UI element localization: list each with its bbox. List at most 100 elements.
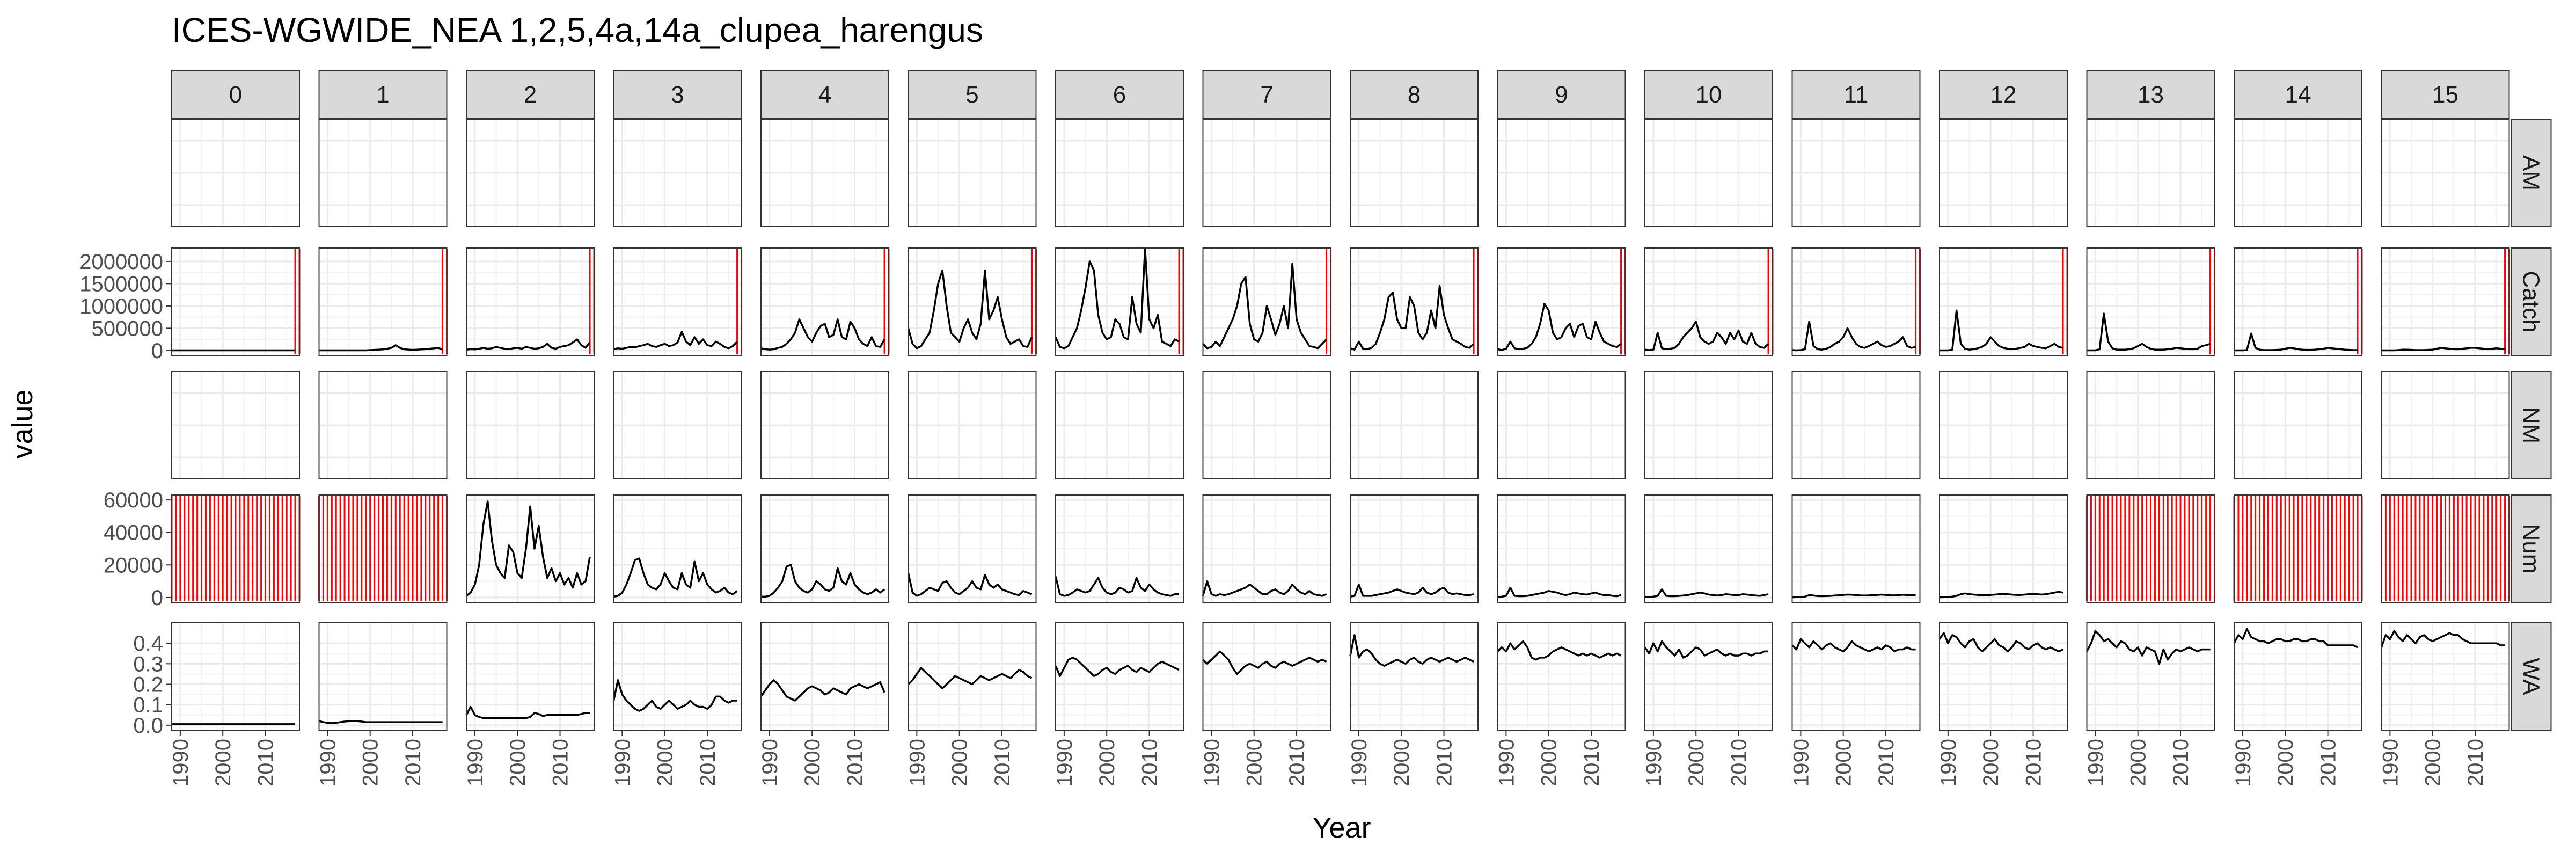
panel-WA-13	[2085, 622, 2215, 731]
panel-AM-9	[1497, 119, 1626, 227]
panel-bg	[319, 248, 447, 355]
panel-bg	[2087, 623, 2215, 730]
x-tick-label-8-2: 2010	[1433, 739, 1457, 787]
panel-bg	[1940, 623, 2067, 730]
panel-WA-0	[171, 622, 300, 731]
panel-bg	[908, 623, 1036, 730]
panel-border	[171, 119, 300, 227]
facet-strip-label-3: 3	[671, 82, 684, 108]
panel-border	[2234, 119, 2362, 227]
panel-border	[1202, 494, 1331, 603]
panel-border	[1202, 119, 1331, 227]
x-tick-label-4-0: 1990	[758, 739, 782, 787]
panel-Num-10	[1644, 494, 1773, 603]
panel-WA-15	[2380, 622, 2510, 731]
panel-Catch-15	[2381, 247, 2510, 356]
panel-NM-10	[1644, 371, 1773, 479]
panel-border	[613, 119, 742, 227]
x-tick-label-14-2: 2010	[2317, 739, 2340, 787]
panel-Catch-4	[760, 247, 890, 356]
panel-Num-5	[907, 494, 1037, 603]
panel-border	[466, 371, 595, 479]
y-tick-label-Catch-2: 1000000	[79, 295, 163, 318]
facet-strip-label-2: 2	[524, 82, 537, 108]
panel-border	[171, 247, 300, 356]
panel-border	[466, 622, 595, 731]
panel-border	[1350, 494, 1479, 603]
series-line-WA-1	[319, 720, 443, 724]
panel-Catch-10	[1644, 247, 1774, 356]
row-strip-Num	[2511, 494, 2552, 603]
series-line-WA-10	[1644, 640, 1769, 659]
panel-Catch-11	[1791, 247, 1921, 356]
x-tick-label-13-1: 2000	[2127, 739, 2150, 787]
panel-AM-12	[1939, 119, 2068, 227]
facet-strip-11	[1791, 70, 1921, 119]
panel-border	[908, 247, 1037, 356]
panel-bg	[1792, 623, 1920, 730]
x-tick-label-7-1: 2000	[1243, 739, 1267, 787]
panel-border	[318, 119, 448, 227]
panel-bg	[2234, 623, 2362, 730]
panel-AM-4	[760, 119, 889, 227]
facet-strip-13	[2086, 70, 2215, 119]
panel-Catch-3	[613, 247, 742, 356]
panel-border	[760, 119, 889, 227]
panel-AM-2	[466, 119, 595, 227]
facet-strip-label-15: 15	[2432, 82, 2458, 108]
x-tick-label-3-0: 1990	[611, 739, 634, 787]
x-tick-label-12-2: 2010	[2022, 739, 2046, 787]
panel-Catch-12	[1939, 247, 2068, 356]
panel-NM-14	[2234, 371, 2362, 479]
panel-border	[1202, 247, 1331, 356]
panel-border	[2086, 247, 2215, 356]
panel-Num-6	[1055, 494, 1184, 603]
panel-border	[1644, 371, 1773, 479]
facet-strip-label-0: 0	[229, 82, 242, 108]
panel-Num-15	[2381, 494, 2510, 603]
panel-Catch-14	[2234, 247, 2363, 356]
facet-strip-label-14: 14	[2285, 82, 2311, 108]
facet-strip-4	[760, 70, 889, 119]
x-tick-label-14-1: 2000	[2274, 739, 2297, 787]
y-tick-label-Num-0: 0	[151, 586, 163, 610]
panel-border	[613, 371, 742, 479]
facet-strip-label-1: 1	[376, 82, 389, 108]
series-line-Num-7	[1202, 580, 1327, 597]
panel-Num-3	[613, 494, 742, 603]
panel-bg	[2234, 248, 2362, 355]
panel-border	[760, 494, 889, 603]
y-tick-label-WA-2: 0.2	[133, 673, 163, 697]
panel-border	[2234, 371, 2362, 479]
series-line-Num-10	[1644, 588, 1769, 599]
series-line-Catch-6	[1055, 247, 1180, 350]
panel-border	[1497, 371, 1626, 479]
panel-Catch-6	[1055, 247, 1184, 356]
series-line-Catch-7	[1202, 263, 1327, 350]
panel-Num-13	[2086, 494, 2215, 603]
facet-strip-label-7: 7	[1260, 82, 1273, 108]
x-tick-label-3-2: 2010	[696, 739, 720, 787]
x-tick-label-6-2: 2010	[1138, 739, 1162, 787]
panel-border	[1497, 119, 1626, 227]
panel-NM-1	[318, 371, 448, 479]
series-line-WA-13	[2085, 630, 2211, 665]
panel-border	[466, 494, 595, 603]
facet-strip-14	[2234, 70, 2362, 119]
panel-bg	[466, 248, 594, 355]
panel-WA-9	[1497, 622, 1626, 731]
facet-strip-label-5: 5	[965, 82, 978, 108]
series-line-Catch-2	[466, 338, 591, 351]
panel-border	[318, 622, 448, 731]
panel-WA-14	[2233, 622, 2362, 731]
series-line-WA-12	[1938, 632, 2063, 653]
panel-border	[1350, 622, 1479, 731]
panel-bg	[1645, 623, 1773, 730]
panel-border	[1202, 371, 1331, 479]
panel-border	[2086, 371, 2215, 479]
panel-Catch-7	[1202, 247, 1331, 356]
panel-border	[2381, 247, 2510, 356]
facet-strip-9	[1497, 70, 1626, 119]
x-tick-label-15-1: 2000	[2421, 739, 2445, 787]
panel-border	[908, 622, 1037, 731]
